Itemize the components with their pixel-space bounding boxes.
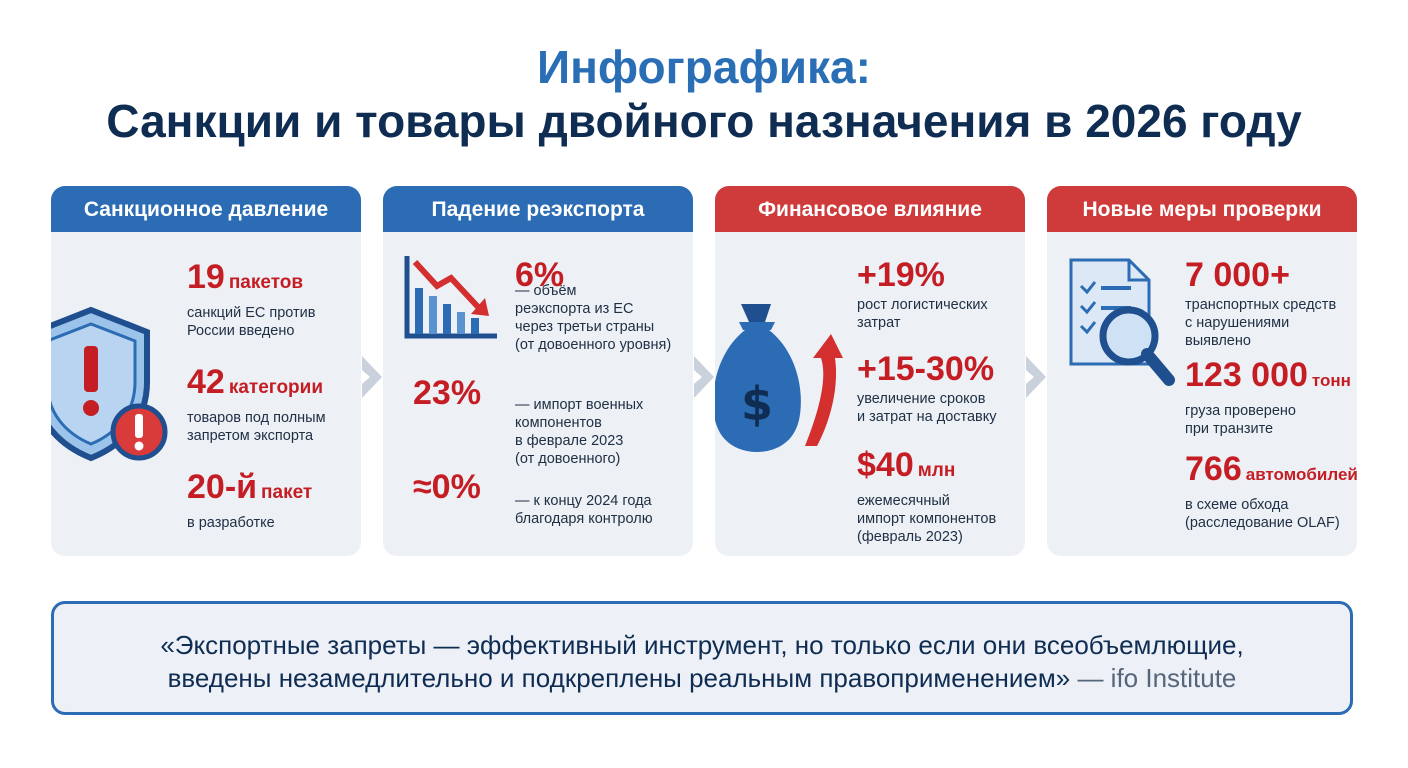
stat-value: $40 [857, 446, 914, 484]
stat-description: рост логистических затрат [857, 297, 988, 331]
stat-item: 19 пакетов санкций ЕС против России введе… [187, 260, 315, 340]
stat-item: 42 категории товаров под полным запретом … [187, 365, 326, 445]
stat-item: 123 000 тонн груза проверено при транзите [1185, 358, 1351, 438]
stat-item: +19% рост логистических затрат [857, 258, 988, 332]
page-title-line1: Инфографика: [537, 41, 871, 93]
card-title: Падение реэкспорта [383, 186, 693, 232]
stat-description: — импорт военных компонентов в феврале 2… [515, 397, 644, 467]
stat-unit: млн [917, 460, 956, 481]
stat-unit: категории [228, 377, 324, 398]
card-title: Финансовое влияние [715, 186, 1025, 232]
stat-item: 20-й пакет в разработке [187, 470, 312, 532]
card-new-inspection-measures: Новые меры проверки 7 000+ транспортных … [1047, 186, 1357, 556]
document-magnifier-icon [1069, 258, 1175, 386]
page-title-line2: Санкции и товары двойного назначения в 2… [106, 95, 1302, 147]
quote-line2: введены незамедлительно и подкреплены ре… [167, 663, 1071, 693]
stat-description: увеличение сроков и затрат на доставку [857, 391, 997, 425]
card-sanction-pressure: Санкционное давление 19 пакетов санкций Е… [51, 186, 361, 556]
quote-source: — ifo Institute [1077, 663, 1237, 693]
stat-unit: тонн [1311, 371, 1351, 390]
chevron-right-icon [1026, 356, 1046, 398]
stat-description: — объём реэкспорта из ЕС через третьи ст… [515, 283, 672, 353]
stat-value: +15-30% [857, 350, 995, 388]
stat-unit: пакет [261, 482, 313, 503]
quote-text: «Экспортные запреты — эффективный инстру… [54, 629, 1350, 695]
stat-value: 7 000+ [1185, 256, 1290, 294]
card-financial-impact: Финансовое влияние $ +19% рост логистиче… [715, 186, 1025, 556]
card-title: Новые меры проверки [1047, 186, 1357, 232]
stat-description: в разработке [187, 515, 275, 531]
stat-description: — к концу 2024 года благодаря контролю [515, 493, 653, 527]
shield-warning-icon [51, 306, 168, 462]
stat-value: 123 000 [1185, 356, 1308, 394]
stat-item: +15-30% увеличение сроков и затрат на до… [857, 352, 997, 426]
stat-description: в схеме обхода (расследование OLAF) [1185, 497, 1340, 531]
card-title: Санкционное давление [51, 186, 361, 232]
stat-value: +19% [857, 256, 945, 294]
stat-item: 766 автомобилей в схеме обхода (расследов… [1185, 452, 1357, 532]
stat-description: товаров под полным запретом экспорта [187, 410, 326, 444]
svg-text:$: $ [741, 377, 773, 431]
stat-item: ≈0% [413, 470, 481, 504]
chevron-right-icon [694, 356, 714, 398]
stat-value: 19 [187, 258, 225, 296]
stat-value: 42 [187, 363, 225, 401]
stat-value: 20-й [187, 468, 258, 506]
stat-unit: автомобилей [1245, 465, 1357, 484]
stat-item: 6% [515, 258, 564, 292]
stat-description: ежемесячный импорт компонентов (февраль … [857, 493, 997, 545]
money-bag-arrow-icon: $ [715, 304, 843, 452]
stat-item: $40 млн ежемесячный импорт компонентов (ф… [857, 448, 996, 546]
stat-unit: пакетов [228, 272, 304, 293]
stat-value: 23% [413, 374, 482, 412]
stat-value: ≈0% [413, 468, 481, 506]
declining-chart-icon [404, 256, 497, 339]
stat-description: транспортных средств с нарушениями выявл… [1185, 297, 1337, 349]
quote-box: «Экспортные запреты — эффективный инстру… [51, 601, 1353, 715]
stat-description: санкций ЕС против России введено [187, 305, 316, 339]
stat-item: 23% [413, 376, 481, 410]
card-reexport-decline: Падение реэкспорта 6% — объём реэкспорта… [383, 186, 693, 556]
stat-value: 766 [1185, 450, 1242, 488]
quote-line1: «Экспортные запреты — эффективный инстру… [160, 630, 1244, 660]
chevron-right-icon [362, 356, 382, 398]
stat-item: 7 000+ транспортных средств с нарушениям… [1185, 258, 1336, 350]
stat-description: груза проверено при транзите [1185, 403, 1296, 437]
stat-value: 6% [515, 256, 565, 294]
